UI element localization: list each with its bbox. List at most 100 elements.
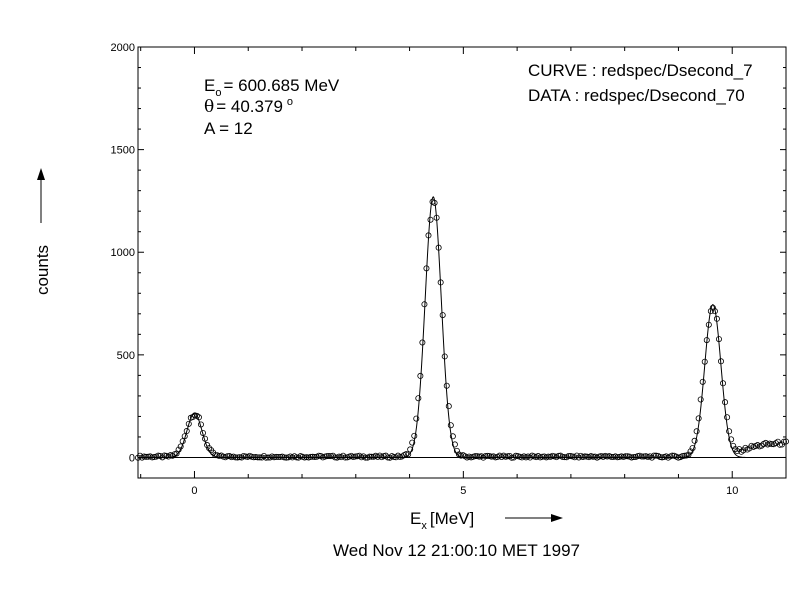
data-source-label: DATA : redspec/Dsecond_70	[528, 86, 745, 105]
data-point	[413, 415, 420, 422]
x-tick-label: 10	[726, 485, 738, 497]
data-point	[659, 454, 666, 461]
data-point	[311, 453, 318, 460]
data-point	[650, 452, 657, 459]
data-point	[439, 312, 446, 319]
data-point	[742, 444, 749, 451]
data-points	[134, 198, 790, 461]
data-point	[730, 442, 737, 449]
y-axis: 0 500 1000 1500 2000	[111, 42, 786, 464]
data-point	[571, 454, 578, 461]
data-point	[309, 453, 316, 460]
data-point	[134, 454, 141, 461]
data-point	[476, 453, 483, 460]
data-point	[681, 452, 688, 459]
data-point	[630, 453, 637, 460]
data-point	[183, 428, 190, 435]
curve-source-label: CURVE : redspec/Dsecond_7	[528, 61, 753, 80]
data-point	[559, 453, 566, 460]
data-point	[699, 378, 706, 385]
data-point	[691, 437, 698, 444]
x-axis-arrowhead	[551, 514, 563, 522]
data-point	[242, 453, 249, 460]
data-point	[581, 453, 588, 460]
energy-annotation: Eo = 600.685 MeV	[204, 76, 340, 99]
data-point	[425, 232, 432, 239]
data-point	[206, 445, 213, 452]
data-point	[195, 414, 202, 421]
plot-frame	[137, 46, 787, 479]
data-point	[258, 454, 265, 461]
data-point	[758, 442, 765, 449]
data-point	[199, 429, 206, 436]
data-point	[368, 453, 375, 460]
data-point	[415, 395, 422, 402]
data-point	[697, 396, 704, 403]
data-point	[451, 441, 458, 448]
data-point	[155, 452, 162, 459]
data-point	[640, 453, 647, 460]
data-point	[277, 453, 284, 460]
data-point	[275, 454, 282, 461]
data-point	[732, 446, 739, 453]
data-point	[573, 452, 580, 459]
data-point	[315, 452, 322, 459]
data-point	[417, 372, 424, 379]
data-point	[614, 454, 621, 461]
data-point	[575, 454, 582, 461]
y-tick-label: 1500	[111, 145, 135, 157]
data-point	[622, 453, 629, 460]
data-point	[352, 453, 359, 460]
data-point	[273, 453, 280, 460]
data-point	[260, 452, 267, 459]
data-point	[726, 428, 733, 435]
data-point	[340, 452, 347, 459]
data-point	[445, 403, 452, 410]
data-point	[441, 353, 448, 360]
data-point	[250, 454, 257, 461]
x-tick-label: 5	[460, 485, 466, 497]
data-point	[386, 454, 393, 461]
data-point	[484, 452, 491, 459]
data-point	[482, 453, 489, 460]
data-point	[689, 445, 696, 452]
data-point	[565, 452, 572, 459]
data-point	[431, 199, 438, 206]
data-point	[488, 453, 495, 460]
data-point	[293, 454, 300, 461]
data-point	[720, 380, 727, 387]
y-tick-label: 1000	[111, 247, 135, 259]
data-point	[411, 432, 418, 439]
data-point	[265, 454, 272, 461]
data-point	[711, 308, 718, 315]
data-point	[561, 454, 568, 461]
data-point	[734, 448, 741, 455]
data-point	[447, 422, 454, 429]
data-point	[506, 452, 513, 459]
data-point	[768, 441, 775, 448]
data-point	[427, 216, 434, 223]
data-point	[161, 452, 168, 459]
data-point	[433, 214, 440, 221]
data-point	[159, 454, 166, 461]
data-point	[703, 337, 710, 344]
data-point	[701, 358, 708, 365]
data-point	[149, 454, 156, 461]
data-point	[224, 453, 231, 460]
data-point	[545, 453, 552, 460]
y-tick-label: 500	[117, 350, 135, 362]
y-axis-arrowhead	[37, 168, 45, 180]
data-point	[403, 451, 410, 458]
data-point	[437, 279, 444, 286]
data-point	[175, 446, 182, 453]
y-axis-title: counts	[33, 168, 52, 295]
data-point	[709, 304, 716, 311]
data-point	[202, 435, 209, 442]
data-point	[472, 453, 479, 460]
data-point	[232, 454, 239, 461]
data-point	[409, 439, 416, 446]
footer-timestamp: Wed Nov 12 21:00:10 MET 1997	[333, 541, 580, 560]
data-point	[693, 428, 700, 435]
data-point	[303, 454, 310, 461]
